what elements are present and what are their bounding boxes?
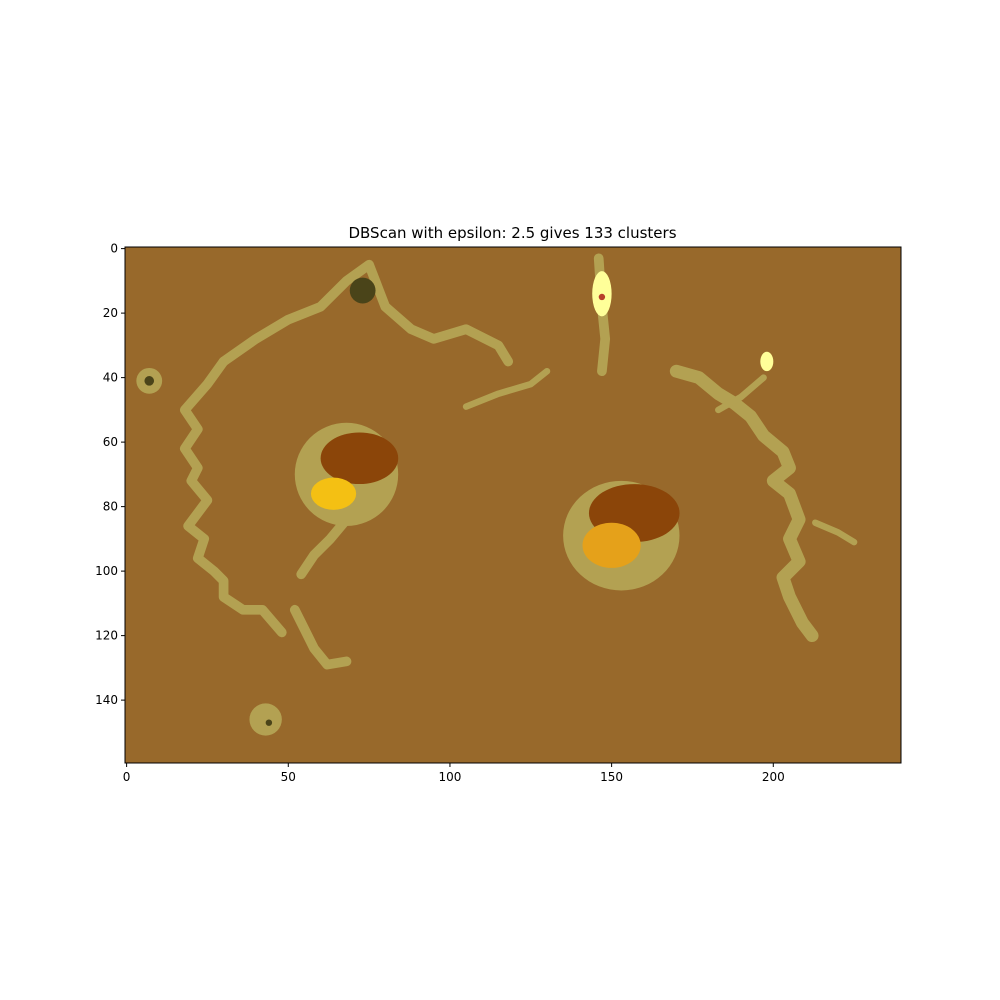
y-tick-label: 140: [95, 693, 118, 707]
cluster-region: [598, 293, 606, 301]
y-tick-label: 100: [95, 564, 118, 578]
cluster-edge-path: [715, 374, 767, 414]
x-axis: 0 50 100 150 200: [123, 763, 785, 784]
cluster-region: [320, 432, 399, 485]
cluster-region: [582, 522, 641, 568]
cluster-edge-path: [812, 519, 858, 546]
y-axis: 0 20 40 60 80 100 120 140: [95, 242, 125, 707]
plot-frame: [124, 246, 902, 764]
cluster-region: [249, 703, 282, 736]
cluster-region: [265, 719, 273, 726]
y-tick-label: 20: [103, 306, 118, 320]
chart-title: DBScan with epsilon: 2.5 gives 133 clust…: [348, 224, 676, 242]
y-tick-label: 120: [95, 629, 118, 643]
cluster-image: [125, 247, 901, 763]
y-tick-label: 60: [103, 435, 118, 449]
cluster-edge-path: [179, 356, 287, 638]
x-tick-label: 50: [281, 770, 296, 784]
y-tick-label: 0: [110, 242, 118, 256]
plot-area: [124, 246, 902, 764]
cluster-edge-path: [289, 604, 352, 670]
y-tick-label: 80: [103, 500, 118, 514]
cluster-region: [592, 271, 612, 317]
cluster-region: [349, 277, 376, 304]
cluster-region: [760, 351, 774, 372]
x-tick-label: 100: [438, 770, 461, 784]
cluster-region: [144, 376, 155, 386]
cluster-edge-path: [218, 259, 514, 367]
x-tick-label: 0: [123, 770, 131, 784]
cluster-edge-path: [296, 514, 352, 580]
x-tick-label: 200: [762, 770, 785, 784]
cluster-edge-path: [462, 367, 551, 410]
cluster-region: [310, 477, 357, 510]
y-tick-label: 40: [103, 371, 118, 385]
background-cluster: [125, 247, 901, 763]
x-tick-label: 150: [600, 770, 623, 784]
